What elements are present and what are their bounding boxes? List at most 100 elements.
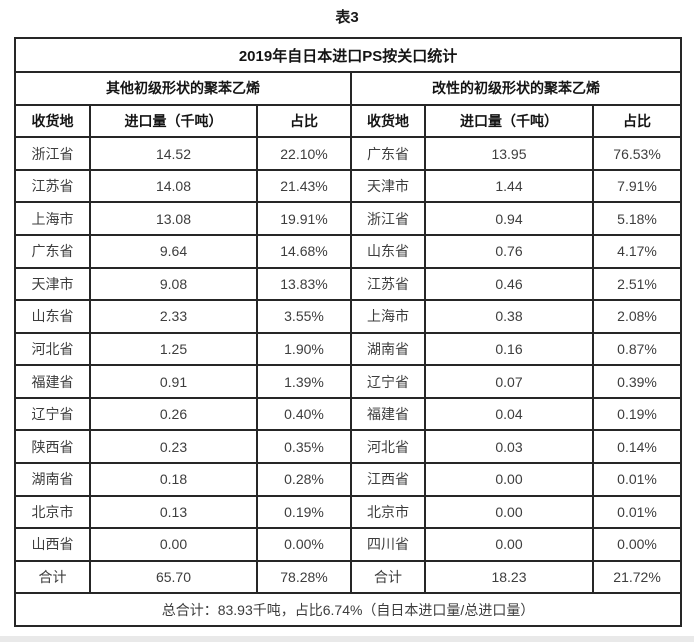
share-cell: 0.01% xyxy=(591,494,683,530)
share-cell: 5.18% xyxy=(591,201,683,236)
ps-import-stats-table: 2019年自日本进口PS按关口统计 其他初级形状的聚苯乙烯 改性的初级形状的聚苯… xyxy=(13,36,683,627)
table-title-row: 2019年自日本进口PS按关口统计 xyxy=(13,36,683,74)
volume-cell: 2.33 xyxy=(89,299,258,334)
region-cell: 江苏省 xyxy=(350,266,426,302)
table-row: 河北省 1.25 1.90% 湖南省 0.16 0.87% xyxy=(14,331,683,367)
region-cell: 山东省 xyxy=(350,233,426,269)
column-header-row: 收货地 进口量（千吨） 占比 收货地 进口量（千吨） 占比 xyxy=(14,103,683,139)
col-header-region-right: 收货地 xyxy=(350,103,426,139)
volume-cell: 0.00 xyxy=(424,527,594,562)
region-cell: 上海市 xyxy=(14,201,91,236)
volume-cell: 0.16 xyxy=(424,331,594,367)
volume-cell: 1.25 xyxy=(89,331,258,367)
volume-cell: 0.94 xyxy=(424,201,594,236)
share-cell: 0.28% xyxy=(256,462,352,497)
volume-cell: 13.08 xyxy=(89,201,258,236)
total-volume-left: 65.70 xyxy=(89,559,258,595)
volume-cell: 0.46 xyxy=(424,266,594,302)
region-cell: 陕西省 xyxy=(14,429,91,464)
section-header-other-ps: 其他初级形状的聚苯乙烯 xyxy=(14,71,352,106)
region-cell: 山东省 xyxy=(14,299,91,334)
volume-cell: 0.00 xyxy=(424,462,594,497)
volume-cell: 0.23 xyxy=(89,429,258,464)
volume-cell: 13.95 xyxy=(424,136,594,171)
volume-cell: 0.04 xyxy=(424,396,594,432)
share-cell: 4.17% xyxy=(591,233,683,269)
volume-cell: 9.08 xyxy=(89,266,258,302)
section-header-modified-ps: 改性的初级形状的聚苯乙烯 xyxy=(349,71,683,106)
region-cell: 广东省 xyxy=(350,136,426,171)
share-cell: 13.83% xyxy=(256,266,352,302)
region-cell: 辽宁省 xyxy=(350,364,426,399)
volume-cell: 0.76 xyxy=(424,233,594,269)
volume-cell: 0.91 xyxy=(89,364,258,399)
share-cell: 0.19% xyxy=(591,396,683,432)
region-cell: 浙江省 xyxy=(350,201,426,236)
region-cell: 福建省 xyxy=(14,364,91,399)
share-cell: 7.91% xyxy=(591,168,683,204)
region-cell: 江西省 xyxy=(350,462,426,497)
region-cell: 河北省 xyxy=(350,429,426,464)
region-cell: 天津市 xyxy=(14,266,91,302)
table-row: 北京市 0.13 0.19% 北京市 0.00 0.01% xyxy=(14,494,683,530)
region-cell: 江苏省 xyxy=(14,168,91,204)
volume-cell: 0.00 xyxy=(89,527,258,562)
volume-cell: 9.64 xyxy=(89,233,258,269)
share-cell: 2.51% xyxy=(591,266,683,302)
share-cell: 0.00% xyxy=(256,527,352,562)
region-cell: 湖南省 xyxy=(350,331,426,367)
table-row: 湖南省 0.18 0.28% 江西省 0.00 0.01% xyxy=(14,462,683,497)
volume-cell: 1.44 xyxy=(424,168,594,204)
col-header-region-left: 收货地 xyxy=(14,103,91,139)
col-header-volume-left: 进口量（千吨） xyxy=(89,103,258,139)
total-label-right: 合计 xyxy=(350,559,426,595)
region-cell: 河北省 xyxy=(14,331,91,367)
share-cell: 21.43% xyxy=(256,168,352,204)
table-row: 浙江省 14.52 22.10% 广东省 13.95 76.53% xyxy=(14,136,683,171)
table-row: 上海市 13.08 19.91% 浙江省 0.94 5.18% xyxy=(14,201,683,236)
share-cell: 19.91% xyxy=(256,201,352,236)
region-cell: 广东省 xyxy=(14,233,91,269)
share-cell: 0.14% xyxy=(591,429,683,464)
share-cell: 0.35% xyxy=(256,429,352,464)
total-volume-right: 18.23 xyxy=(424,559,594,595)
grand-total-row: 总合计：83.93千吨，占比6.74%（自日本进口量/总进口量） xyxy=(13,592,683,627)
volume-cell: 0.03 xyxy=(424,429,594,464)
share-cell: 3.55% xyxy=(256,299,352,334)
volume-cell: 0.26 xyxy=(89,396,258,432)
region-cell: 北京市 xyxy=(350,494,426,530)
region-cell: 山西省 xyxy=(14,527,91,562)
table-header-group: 2019年自日本进口PS按关口统计 其他初级形状的聚苯乙烯 改性的初级形状的聚苯… xyxy=(13,36,683,139)
table-caption: 表3 xyxy=(335,9,359,26)
volume-cell: 0.18 xyxy=(89,462,258,497)
table-body: 浙江省 14.52 22.10% 广东省 13.95 76.53% 江苏省 14.08 21.4… xyxy=(14,136,683,562)
share-cell: 22.10% xyxy=(256,136,352,171)
table-row: 福建省 0.91 1.39% 辽宁省 0.07 0.39% xyxy=(14,364,683,399)
table-row: 陕西省 0.23 0.35% 河北省 0.03 0.14% xyxy=(14,429,683,464)
share-cell: 0.01% xyxy=(591,462,683,497)
bottom-edge-strip xyxy=(0,636,694,642)
region-cell: 福建省 xyxy=(350,396,426,432)
region-cell: 四川省 xyxy=(350,527,426,562)
table-row: 广东省 9.64 14.68% 山东省 0.76 4.17% xyxy=(14,233,683,269)
total-share-right: 21.72% xyxy=(591,559,683,595)
table-row: 辽宁省 0.26 0.40% 福建省 0.04 0.19% xyxy=(14,396,683,432)
col-header-share-left: 占比 xyxy=(256,103,352,139)
table-row: 山东省 2.33 3.55% 上海市 0.38 2.08% xyxy=(14,299,683,334)
volume-cell: 0.07 xyxy=(424,364,594,399)
share-cell: 0.39% xyxy=(591,364,683,399)
col-header-share-right: 占比 xyxy=(591,103,683,139)
volume-cell: 14.52 xyxy=(89,136,258,171)
table-row: 天津市 9.08 13.83% 江苏省 0.46 2.51% xyxy=(14,266,683,302)
total-row: 合计 65.70 78.28% 合计 18.23 21.72% xyxy=(14,559,683,595)
region-cell: 浙江省 xyxy=(14,136,91,171)
volume-cell: 0.00 xyxy=(424,494,594,530)
share-cell: 0.40% xyxy=(256,396,352,432)
table-footer-group: 合计 65.70 78.28% 合计 18.23 21.72% 总合计：83.9… xyxy=(13,559,683,627)
total-share-left: 78.28% xyxy=(256,559,352,595)
volume-cell: 0.38 xyxy=(424,299,594,334)
region-cell: 上海市 xyxy=(350,299,426,334)
section-header-row: 其他初级形状的聚苯乙烯 改性的初级形状的聚苯乙烯 xyxy=(14,71,683,106)
share-cell: 1.39% xyxy=(256,364,352,399)
